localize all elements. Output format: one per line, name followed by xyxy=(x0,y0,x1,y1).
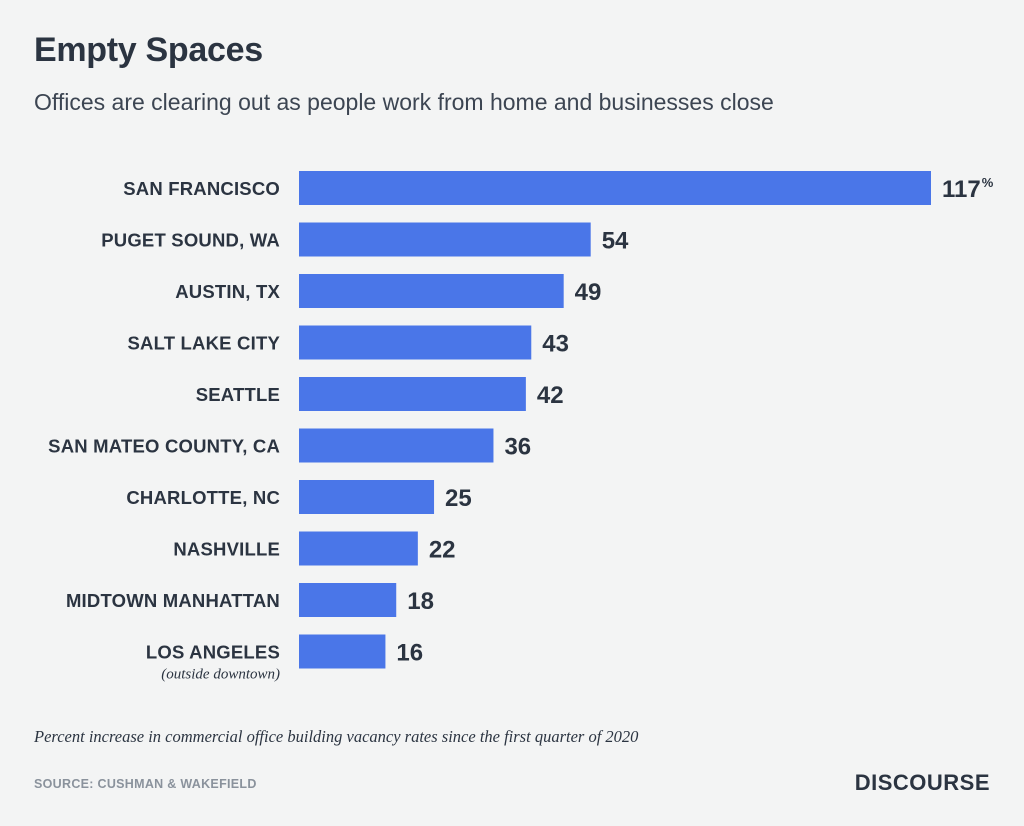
category-label-midtown-manhattan: MIDTOWN MANHATTAN xyxy=(66,590,280,611)
bar-midtown-manhattan xyxy=(299,583,397,617)
category-label-puget-sound-wa: PUGET SOUND, WA xyxy=(101,230,280,251)
chart-subtitle: Offices are clearing out as people work … xyxy=(34,89,774,115)
source-note: SOURCE: CUSHMAN & WAKEFIELD xyxy=(34,777,257,791)
category-label-seattle: SEATTLE xyxy=(196,384,280,405)
bar-san-francisco xyxy=(299,171,931,205)
category-note-los-angeles: (outside downtown) xyxy=(161,667,280,683)
bar-chart: SAN FRANCISCO 117 % PUGET SOUND, WA 54 AUSTIN… xyxy=(48,171,994,683)
value-label-san-mateo-county-ca: 36 xyxy=(504,434,531,461)
value-label-charlotte-nc: 25 xyxy=(445,485,472,512)
value-label-seattle: 42 xyxy=(537,382,564,409)
value-label-san-francisco: 117 xyxy=(942,176,981,203)
value-label-austin-tx: 49 xyxy=(575,279,602,306)
value-label-los-angeles: 16 xyxy=(396,640,423,667)
category-label-austin-tx: AUSTIN, TX xyxy=(175,281,280,302)
value-label-salt-lake-city: 43 xyxy=(542,331,569,358)
bar-charlotte-nc xyxy=(299,480,435,514)
bar-austin-tx xyxy=(299,274,564,308)
category-label-san-mateo-county-ca: SAN MATEO COUNTY, CA xyxy=(48,436,280,457)
bar-san-mateo-county-ca xyxy=(299,428,494,463)
category-label-nashville: NASHVILLE xyxy=(173,539,280,560)
category-label-los-angeles: LOS ANGELES xyxy=(146,642,280,663)
bar-nashville xyxy=(299,531,418,566)
value-label-nashville: 22 xyxy=(429,537,456,564)
bar-puget-sound-wa xyxy=(299,222,591,257)
category-label-san-francisco: SAN FRANCISCO xyxy=(123,178,280,199)
chart-title: Empty Spaces xyxy=(34,31,263,69)
bar-seattle xyxy=(299,377,526,411)
value-label-midtown-manhattan: 18 xyxy=(407,588,434,615)
category-label-salt-lake-city: SALT LAKE CITY xyxy=(127,333,280,354)
value-unit-label: % xyxy=(982,175,994,190)
value-label-puget-sound-wa: 54 xyxy=(602,228,629,255)
category-label-charlotte-nc: CHARLOTTE, NC xyxy=(126,487,280,508)
bar-salt-lake-city xyxy=(299,325,532,360)
brand-logo: DISCOURSE xyxy=(854,770,990,795)
chart-footnote: Percent increase in commercial office bu… xyxy=(34,727,639,746)
bar-los-angeles xyxy=(299,634,386,669)
